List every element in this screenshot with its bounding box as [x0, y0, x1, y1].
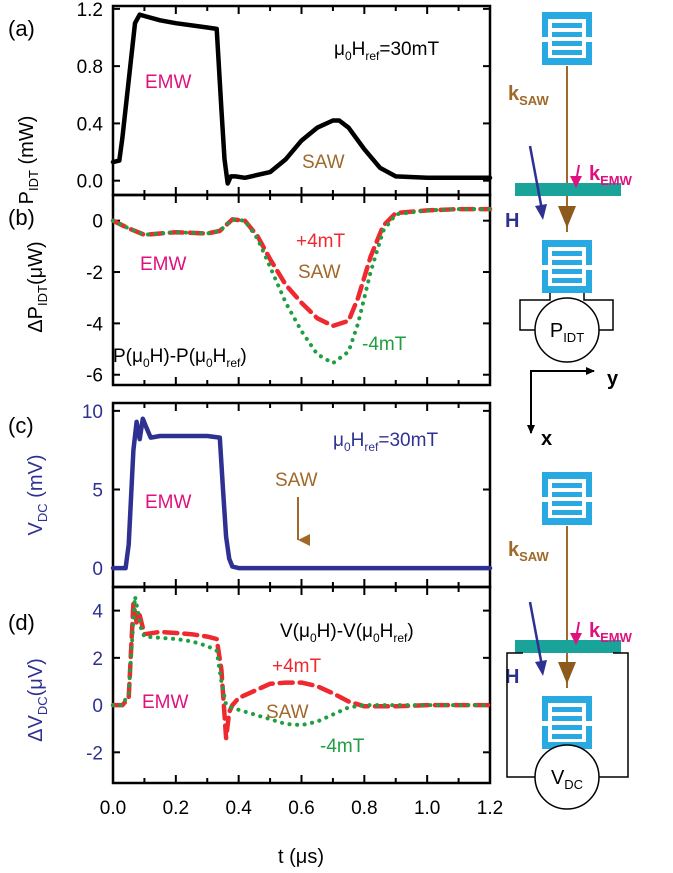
saw-label-b: SAW: [298, 262, 341, 283]
h-label-2: H: [505, 666, 519, 688]
x-tick-label: 0.6: [288, 798, 314, 819]
y-tick-label: 0: [92, 559, 103, 580]
emw-label-b: EMW: [140, 254, 187, 275]
svg-text:ΔPIDT(μW): ΔPIDT(μW): [25, 241, 50, 332]
series-line-a-1: [110, 12, 493, 186]
x-tick-label: 1.0: [414, 798, 440, 819]
y-axis-label-a: PIDT (mW): [16, 116, 41, 205]
y-tick-label: -2: [86, 743, 103, 764]
condition-label-a: μ0Href=30mT: [334, 39, 439, 63]
panel-label-d: (d): [8, 610, 35, 635]
y-axis-label-d: ΔVDC(μV): [25, 658, 50, 742]
panel-label-c: (c): [8, 413, 34, 438]
k-saw-label-1: kSAW: [508, 83, 549, 108]
k-saw-arrowhead-2: [558, 662, 576, 684]
v-circuit-right: [599, 652, 629, 778]
plus4mt-label-b: +4mT: [296, 231, 345, 252]
x-tick-label: 0.2: [163, 798, 189, 819]
k-emw-arrowhead-1: [570, 176, 582, 188]
panel-label-a: (a): [8, 16, 35, 41]
k-saw-label-2: kSAW: [508, 539, 549, 564]
h-arrowhead-1: [535, 204, 547, 220]
y-tick-label: 0.0: [77, 172, 103, 193]
plus4mt-label-d: +4mT: [272, 656, 321, 677]
y-tick-label: -4: [86, 314, 103, 335]
x-axis-label: t (μs): [278, 846, 324, 868]
h-field-arrow-2: [528, 601, 544, 667]
idt-receiver-1: [542, 240, 592, 293]
v-meter-label: VDC: [551, 767, 583, 792]
y-axis-letter: y: [607, 368, 619, 390]
p-circuit-left: [519, 293, 551, 331]
p-meter-label: PIDT: [550, 320, 584, 345]
panel-series: [110, 12, 493, 741]
k-emw-label-2: kEMW: [589, 620, 633, 645]
magnetic-film-1: [515, 183, 621, 196]
idt-top-2: [542, 472, 592, 525]
magnetic-film-2: [515, 640, 621, 653]
y-tick-label: 10: [82, 402, 103, 423]
idt-receiver-2: [542, 696, 592, 749]
x-tick-label: 0.0: [100, 798, 126, 819]
minus4mt-label-b: -4mT: [362, 334, 407, 355]
minus4mt-label-d: -4mT: [320, 736, 365, 757]
plot-frame-d: [111, 585, 492, 785]
series-line-b-2: [111, 207, 492, 366]
series-line-c-1: [110, 416, 493, 571]
x-tick-label: 0.8: [351, 798, 377, 819]
k-emw-arrowhead-2: [570, 633, 582, 645]
saw-label-d: SAW: [266, 702, 309, 723]
y-tick-label: 0.4: [77, 114, 104, 135]
x-tick-label: 1.2: [477, 798, 503, 819]
y-tick-label: 4: [92, 602, 103, 623]
series-line-d-2: [111, 594, 492, 728]
svg-text:ΔVDC(μV): ΔVDC(μV): [25, 658, 50, 742]
svg-text:PIDT (mW): PIDT (mW): [16, 116, 41, 205]
series-line-d-1: [110, 601, 493, 741]
v-meter-circle: [534, 744, 600, 810]
k-saw-arrowhead-1: [558, 206, 576, 228]
condition-label-c: μ0Href=30mT: [333, 430, 438, 454]
x-axis-letter: x: [541, 428, 552, 450]
panel-ticks: 0.0 0.4 0.8 1.2 0 -2 -4 -6 0 5 10 4 2 0 -2 0.0 0.2 0.4 0.6…: [77, 0, 504, 819]
y-tick-label: 0.8: [77, 57, 103, 78]
y-tick-label: 0: [92, 212, 103, 233]
v-circuit-left: [506, 652, 535, 778]
emw-label-d: EMW: [142, 692, 189, 713]
y-axis-label-c: VDC (mV): [25, 454, 50, 535]
y-tick-label: 5: [92, 480, 103, 501]
idt-top-1: [542, 12, 592, 65]
p-circuit-right: [583, 293, 614, 331]
y-tick-label: 1.2: [77, 0, 103, 21]
emw-label-a: EMW: [145, 72, 192, 93]
y-tick-label: -6: [86, 366, 103, 387]
formula-label-d: V(μ0H)-V(μ0Href): [280, 621, 414, 645]
y-axis-label-b: ΔPIDT(μW): [25, 241, 50, 332]
panel-label-b: (b): [8, 205, 35, 230]
k-emw-label-1: kEMW: [589, 163, 633, 188]
saw-label-c: SAW: [275, 470, 318, 491]
x-tick-label: 0.4: [225, 798, 252, 819]
y-tick-label: 2: [92, 649, 103, 670]
emw-label-c: EMW: [145, 492, 192, 513]
y-tick-label: -2: [86, 263, 103, 284]
formula-label-b: P(μ0H)-P(μ0Href): [113, 346, 247, 370]
p-meter-circle: [534, 297, 600, 363]
schematic: kSAW H kEMW PIDT y x: [505, 12, 633, 810]
h-arrowhead-2: [535, 660, 547, 676]
h-field-arrow-1: [528, 145, 544, 211]
svg-text:VDC (mV): VDC (mV): [25, 454, 50, 535]
y-tick-label: 0: [92, 696, 103, 717]
h-label-1: H: [505, 210, 519, 232]
saw-label-a: SAW: [302, 152, 345, 173]
